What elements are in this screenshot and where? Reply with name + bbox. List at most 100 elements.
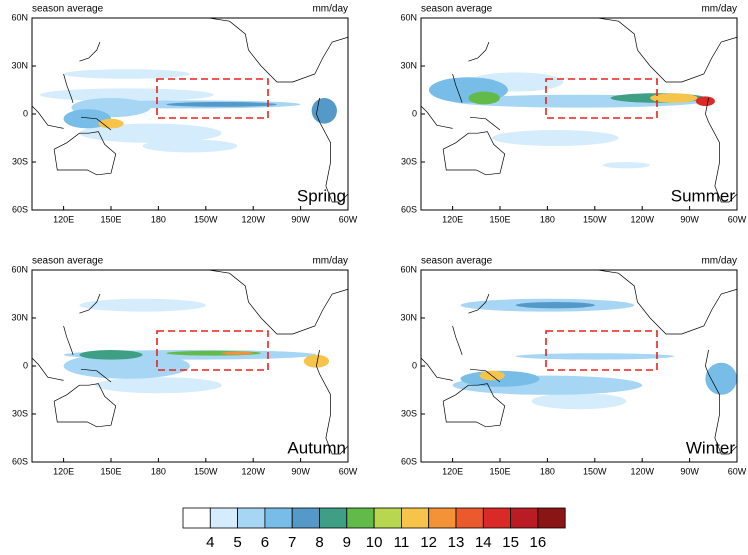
y-tick-label: 60S xyxy=(12,204,28,214)
precip-field xyxy=(32,270,348,455)
colorbar-swatch xyxy=(400,507,430,529)
y-tick-label: 60S xyxy=(12,456,28,466)
season-label: Spring xyxy=(297,186,346,205)
coastline xyxy=(208,270,348,335)
coastline xyxy=(469,368,501,383)
y-tick-label: 30S xyxy=(401,408,417,418)
region-box xyxy=(156,78,269,119)
coastline xyxy=(316,349,348,455)
x-tick-label: 90W xyxy=(680,466,699,476)
coastline xyxy=(705,97,737,203)
precip-field xyxy=(421,18,737,203)
coastline xyxy=(421,105,453,129)
rain-band xyxy=(468,91,501,105)
precip-field xyxy=(421,270,737,455)
x-tick-label: 90W xyxy=(680,214,699,224)
y-tick-label: 30N xyxy=(400,60,417,70)
rain-band xyxy=(39,88,214,102)
coastline xyxy=(421,357,453,381)
colorbar-swatch xyxy=(182,507,211,529)
season-label: Winter xyxy=(686,438,735,457)
x-tick-label: 120E xyxy=(53,214,74,224)
y-tick-label: 0 xyxy=(23,108,28,118)
colorbar-label: 7 xyxy=(288,534,296,550)
rain-band xyxy=(311,98,337,124)
coastline xyxy=(597,18,737,83)
rain-band xyxy=(98,118,124,129)
rain-band xyxy=(79,350,143,360)
coastline xyxy=(79,293,101,314)
coastline xyxy=(442,131,506,176)
x-tick-label: 120W xyxy=(630,214,654,224)
x-tick-label: 90W xyxy=(291,214,310,224)
colorbar-label: 10 xyxy=(366,534,383,550)
colorbar-swatch xyxy=(455,507,484,529)
rain-band xyxy=(515,302,595,309)
y-tick-label: 60N xyxy=(400,12,417,22)
rain-band xyxy=(79,123,222,143)
colorbar-label: 6 xyxy=(261,534,269,550)
colorbar: 4 5 6 7 8 9 10 11 12 13 14 15 16 xyxy=(182,507,566,551)
season-label: Summer xyxy=(671,186,736,205)
x-tick-label: 120W xyxy=(241,214,265,224)
coastline xyxy=(452,325,463,355)
x-tick-label: 150E xyxy=(100,466,121,476)
panel-title-left: season average xyxy=(32,4,104,15)
coastline xyxy=(53,131,117,176)
coastline xyxy=(468,41,490,62)
panel-title-right: mm/day xyxy=(312,256,348,267)
rain-band xyxy=(95,377,222,394)
colorbar-swatch xyxy=(510,507,539,529)
rain-band xyxy=(303,354,330,368)
colorbar-swatch xyxy=(237,507,266,529)
rain-band xyxy=(695,96,715,106)
x-tick-label: 120E xyxy=(53,466,74,476)
x-tick-label: 150W xyxy=(194,466,218,476)
x-tick-label: 60W xyxy=(339,214,358,224)
coastline xyxy=(597,270,737,335)
y-tick-label: 30S xyxy=(401,156,417,166)
coastline xyxy=(442,383,506,428)
y-tick-label: 60N xyxy=(400,264,417,274)
x-tick-label: 120E xyxy=(442,214,463,224)
colorbar-swatch xyxy=(264,507,293,529)
plot-frame xyxy=(420,269,738,463)
colorbar-label: 15 xyxy=(502,534,519,550)
x-tick-label: 150E xyxy=(489,214,510,224)
x-tick-label: 150E xyxy=(489,466,510,476)
region-box xyxy=(545,78,658,119)
coastline xyxy=(316,97,348,203)
rain-band xyxy=(705,362,737,395)
coastline xyxy=(469,116,501,131)
colorbar-label: 8 xyxy=(315,534,323,550)
y-tick-label: 0 xyxy=(412,360,417,370)
coastline xyxy=(705,349,737,455)
x-tick-label: 150E xyxy=(100,214,121,224)
panel-title-left: season average xyxy=(32,256,104,267)
coastline xyxy=(468,293,490,314)
colorbar-label: 12 xyxy=(420,534,437,550)
x-tick-label: 120W xyxy=(630,466,654,476)
rain-band xyxy=(63,69,190,79)
x-tick-label: 90W xyxy=(291,466,310,476)
y-tick-label: 30S xyxy=(12,156,28,166)
colorbar-label: 11 xyxy=(394,534,410,550)
rain-band xyxy=(650,93,698,103)
coastline xyxy=(53,383,117,428)
panel-title-left: season average xyxy=(421,4,493,15)
colorbar-swatch xyxy=(482,507,511,529)
colorbar-label: 9 xyxy=(343,534,351,550)
rain-band xyxy=(531,393,627,410)
y-tick-label: 30N xyxy=(400,312,417,322)
map-panel: season average mm/day Summer 120E 150E 180 150… xyxy=(400,4,746,225)
y-tick-label: 60S xyxy=(401,456,417,466)
coastline xyxy=(32,105,64,129)
x-tick-label: 150W xyxy=(583,466,607,476)
x-tick-label: 180 xyxy=(151,466,166,476)
rain-band xyxy=(166,102,277,107)
rain-band xyxy=(602,162,651,169)
x-tick-label: 150W xyxy=(583,214,607,224)
map-panel: season average mm/day Autumn 120E 150E 180 150… xyxy=(11,256,357,477)
x-tick-label: 60W xyxy=(728,466,747,476)
panel-title-left: season average xyxy=(421,256,493,267)
